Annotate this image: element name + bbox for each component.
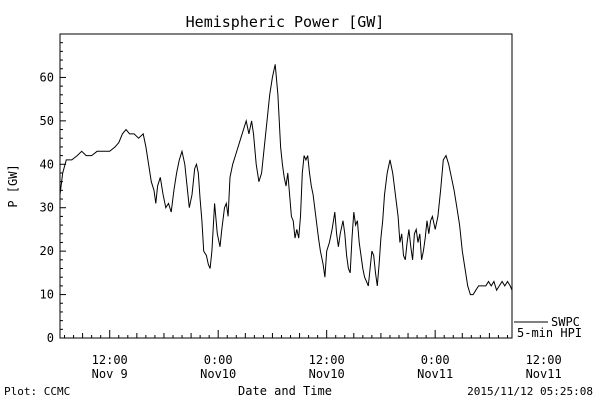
x-tick-label-time: 0:00 [204, 353, 233, 367]
x-tick-label-time: 12:00 [526, 353, 562, 367]
legend-swpc-label: SWPC [551, 315, 580, 329]
y-tick-label: 60 [40, 70, 54, 84]
legend: SWPC 5-min HPI [514, 315, 582, 340]
y-tick-label: 50 [40, 114, 54, 128]
legend-hpi-label: 5-min HPI [517, 326, 582, 340]
y-tick-label: 40 [40, 157, 54, 171]
x-tick-label-date: Nov11 [417, 367, 453, 381]
y-tick-label: 0 [47, 331, 54, 345]
series-line-swpc [59, 64, 513, 296]
y-tick-label: 30 [40, 201, 54, 215]
x-tick-label-date: Nov10 [200, 367, 236, 381]
series-layer [59, 64, 513, 296]
y-axis: 0 10 20 30 40 50 60 [40, 33, 66, 345]
x-tick-label-time: 12:00 [92, 353, 128, 367]
plot-timestamp: 2015/11/12 05:25:08 [467, 385, 593, 398]
x-tick-label-time: 12:00 [309, 353, 345, 367]
plot-frame [59, 33, 513, 339]
chart-title: Hemispheric Power [GW] [186, 13, 385, 31]
x-tick-label-date: Nov11 [526, 367, 562, 381]
y-tick-label: 10 [40, 288, 54, 302]
x-tick-label-time: 0:00 [421, 353, 450, 367]
x-tick-label-date: Nov 9 [92, 367, 128, 381]
y-axis-label: P [GW] [6, 164, 20, 207]
plot-credit: Plot: CCMC [4, 385, 70, 398]
x-axis-label: Date and Time [238, 384, 332, 398]
x-tick-label-date: Nov10 [309, 367, 345, 381]
y-tick-label: 20 [40, 244, 54, 258]
